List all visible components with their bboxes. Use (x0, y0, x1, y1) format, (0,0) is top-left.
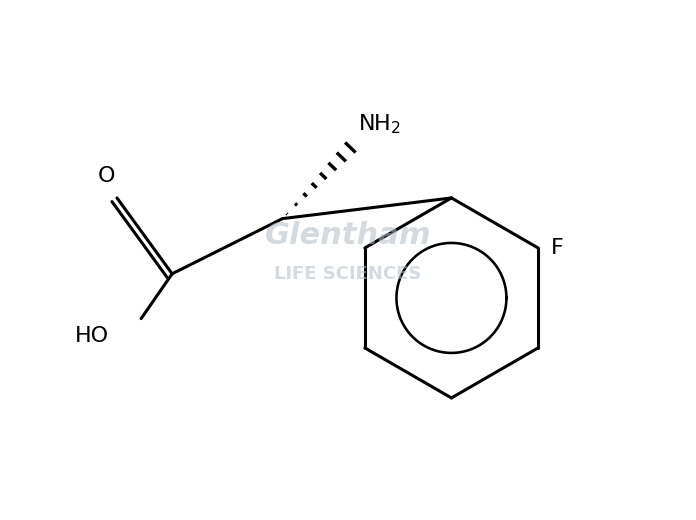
Text: HO: HO (74, 326, 109, 346)
Text: Glentham: Glentham (264, 222, 432, 250)
Text: F: F (551, 238, 563, 258)
Text: O: O (98, 165, 116, 186)
Text: LIFE SCIENCES: LIFE SCIENCES (274, 265, 422, 283)
Text: NH$_2$: NH$_2$ (358, 112, 402, 136)
